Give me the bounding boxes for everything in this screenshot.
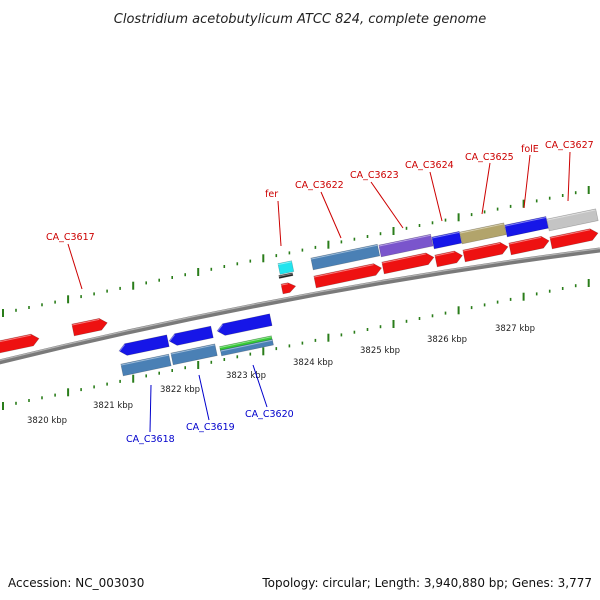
forward-cds-arrow-highlight — [549, 229, 591, 239]
reverse-cds-arrow-highlight — [168, 334, 175, 343]
forward-gene-block-highlight — [459, 223, 504, 234]
forward-cds-arrow — [549, 228, 599, 250]
forward-cds-arrow — [280, 282, 297, 295]
reverse-gene-block-highlight — [120, 354, 169, 366]
gene-label-ca-c3620[interactable]: CA_C3620 — [245, 409, 294, 420]
forward-cds-arrow — [508, 235, 550, 256]
leader-line — [370, 181, 404, 229]
label-leader-lines — [67, 151, 571, 433]
gene-label-ca-c3622[interactable]: CA_C3622 — [295, 180, 344, 191]
gene-label-ca-c3619[interactable]: CA_C3619 — [186, 422, 235, 433]
reverse-gene-block-highlight — [220, 339, 273, 352]
fer-marker — [278, 272, 294, 279]
scale-label: 3822 kbp — [160, 385, 200, 395]
forward-cds-arrow-highlight — [508, 236, 542, 245]
reverse-cds-arrow — [216, 313, 273, 336]
forward-gene-block-highlight — [378, 234, 431, 247]
forward-gene-block — [378, 233, 434, 258]
scale-label: 3825 kbp — [360, 346, 400, 356]
leader-line — [567, 151, 571, 202]
reverse-gene-block — [170, 343, 218, 366]
leader-line — [320, 191, 342, 239]
gene-label-fer[interactable]: fer — [265, 189, 278, 200]
gene-labels: CA_C3617 fer CA_C3622 CA_C3623 CA_C3624 … — [46, 140, 594, 445]
fer-marker-highlight — [278, 273, 293, 277]
gene-label-ca-c3618[interactable]: CA_C3618 — [126, 434, 175, 445]
forward-cds-arrow — [462, 241, 509, 263]
forward-gene-block-highlight — [504, 217, 547, 227]
gene-label-ca-c3625[interactable]: CA_C3625 — [465, 152, 514, 163]
leader-line — [481, 162, 491, 215]
forward-gene-block — [546, 208, 599, 232]
forward-cds-arrow — [0, 333, 40, 354]
map-title: Clostridium acetobutylicum ATCC 824, com… — [114, 12, 486, 27]
forward-cds-arrow-highlight — [434, 251, 455, 257]
forward-cds-arrow-highlight — [0, 334, 32, 343]
reverse-gene-block-highlight — [170, 344, 215, 355]
reverse-gene-block-highlight — [219, 336, 272, 349]
genome-backbone — [0, 247, 600, 365]
leader-line — [523, 154, 531, 209]
reverse-cds-arrow — [168, 325, 214, 346]
forward-cds-arrow — [71, 318, 108, 337]
kbp-scale: 3820 kbp 3821 kbp 3822 kbp 3823 kbp 3824… — [27, 324, 535, 426]
reverse-cds-arrow — [118, 334, 170, 356]
feature-tracks — [0, 208, 599, 377]
forward-gene-block — [310, 243, 381, 271]
reverse-gene-block — [120, 353, 172, 377]
leader-line — [67, 243, 83, 290]
gene-label-ca-c3627[interactable]: CA_C3627 — [545, 140, 594, 151]
forward-cds-arrow — [313, 263, 382, 289]
scale-label: 3824 kbp — [293, 358, 333, 368]
leader-line — [252, 364, 268, 408]
leader-line — [149, 384, 152, 433]
gene-label-ca-c3617[interactable]: CA_C3617 — [46, 232, 95, 243]
reverse-cds-arrow-highlight — [118, 344, 125, 353]
reverse-cds-arrow-highlight — [216, 324, 223, 333]
forward-cds-arrow-highlight — [462, 242, 501, 252]
genome-summary-text: Topology: circular; Length: 3,940,880 bp… — [261, 576, 592, 590]
scale-label: 3821 kbp — [93, 401, 133, 411]
forward-gene-block — [459, 222, 507, 245]
inner-tick-ring — [2, 279, 590, 410]
leader-line — [429, 171, 443, 222]
forward-cds-arrow-highlight — [71, 318, 100, 326]
forward-gene-block-highlight — [310, 244, 378, 260]
forward-gene-block-highlight — [431, 231, 460, 239]
forward-cds-arrow — [381, 252, 435, 275]
gene-label-fole[interactable]: folE — [521, 144, 539, 155]
forward-cds-arrow-highlight — [381, 253, 426, 264]
leader-line — [277, 200, 282, 247]
backbone-highlight — [0, 247, 600, 361]
gene-label-ca-c3624[interactable]: CA_C3624 — [405, 160, 454, 171]
accession-text: Accession: NC_003030 — [8, 576, 144, 590]
forward-gene-block — [277, 260, 295, 275]
outer-tick-ring — [2, 186, 590, 317]
forward-cds-arrow-highlight — [313, 264, 374, 278]
leader-line — [198, 374, 210, 421]
scale-label: 3823 kbp — [226, 371, 266, 381]
forward-gene-block-highlight — [277, 261, 292, 266]
forward-cds-arrow-highlight — [280, 283, 288, 286]
scale-label: 3820 kbp — [27, 416, 67, 426]
scale-label: 3827 kbp — [495, 324, 535, 334]
forward-gene-block — [504, 216, 549, 238]
gene-label-ca-c3623[interactable]: CA_C3623 — [350, 170, 399, 181]
forward-gene-block-highlight — [546, 209, 596, 221]
forward-gene-block — [431, 231, 462, 250]
scale-label: 3826 kbp — [427, 335, 467, 345]
forward-cds-arrow — [434, 250, 463, 268]
reverse-gene-block — [220, 338, 274, 357]
